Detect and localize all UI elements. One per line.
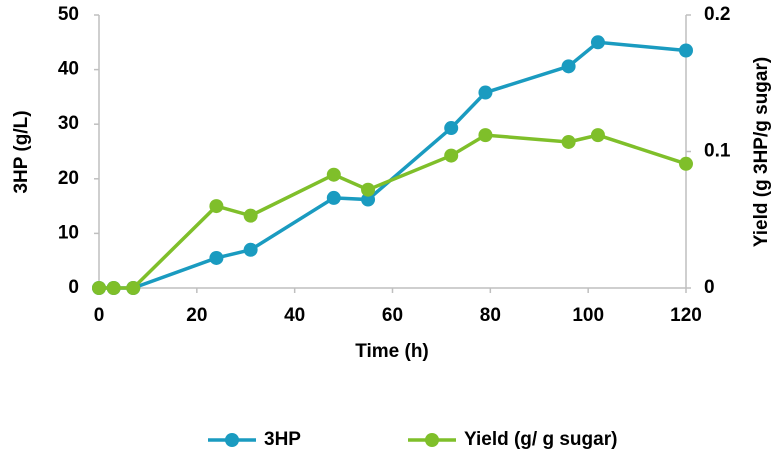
y-tick-label: 10 <box>58 222 79 243</box>
x-tick-label: 120 <box>670 305 702 326</box>
data-point <box>326 190 341 205</box>
data-point <box>478 85 493 100</box>
data-point <box>126 281 141 295</box>
data-point <box>590 128 605 143</box>
y2-tick-label: 0.2 <box>704 4 730 25</box>
x-tick-label: 40 <box>284 305 305 326</box>
y-tick-label: 0 <box>68 277 79 298</box>
x-tick-label: 100 <box>572 305 604 326</box>
data-point <box>679 43 693 58</box>
data-point <box>92 281 106 295</box>
data-point <box>590 35 605 50</box>
series-line <box>99 133 687 290</box>
data-point <box>679 156 693 171</box>
data-point <box>243 208 258 223</box>
legend-marker <box>425 433 439 447</box>
y2-axis-title: Yield (g 3HP/g sugar) <box>751 57 772 247</box>
y-axis-title: 3HP (g/L) <box>11 110 32 193</box>
x-tick-label: 60 <box>382 305 403 326</box>
data-point <box>561 59 576 74</box>
legend-marker <box>225 433 239 447</box>
x-tick-label: 0 <box>94 305 105 326</box>
data-point <box>444 121 459 136</box>
series-line <box>99 40 687 290</box>
data-point <box>209 199 224 214</box>
y-tick-label: 50 <box>58 4 79 25</box>
y2-tick-label: 0 <box>704 277 715 298</box>
data-point <box>361 192 376 207</box>
data-point <box>361 182 376 197</box>
x-tick-label: 80 <box>480 305 501 326</box>
data-point <box>326 167 341 182</box>
data-point <box>209 250 224 265</box>
y2-tick-label: 0.1 <box>704 141 731 162</box>
data-point <box>444 148 459 163</box>
data-point <box>478 128 493 143</box>
data-point <box>243 242 258 257</box>
legend-label: 3HP <box>264 429 301 450</box>
x-axis-title: Time (h) <box>355 341 429 362</box>
y-tick-label: 20 <box>58 168 79 189</box>
x-tick-label: 20 <box>186 305 207 326</box>
data-point <box>561 134 576 149</box>
y-tick-label: 40 <box>58 59 79 80</box>
y-tick-label: 30 <box>58 113 79 134</box>
data-point <box>106 281 121 295</box>
legend-label: Yield (g/ g sugar) <box>464 429 617 450</box>
